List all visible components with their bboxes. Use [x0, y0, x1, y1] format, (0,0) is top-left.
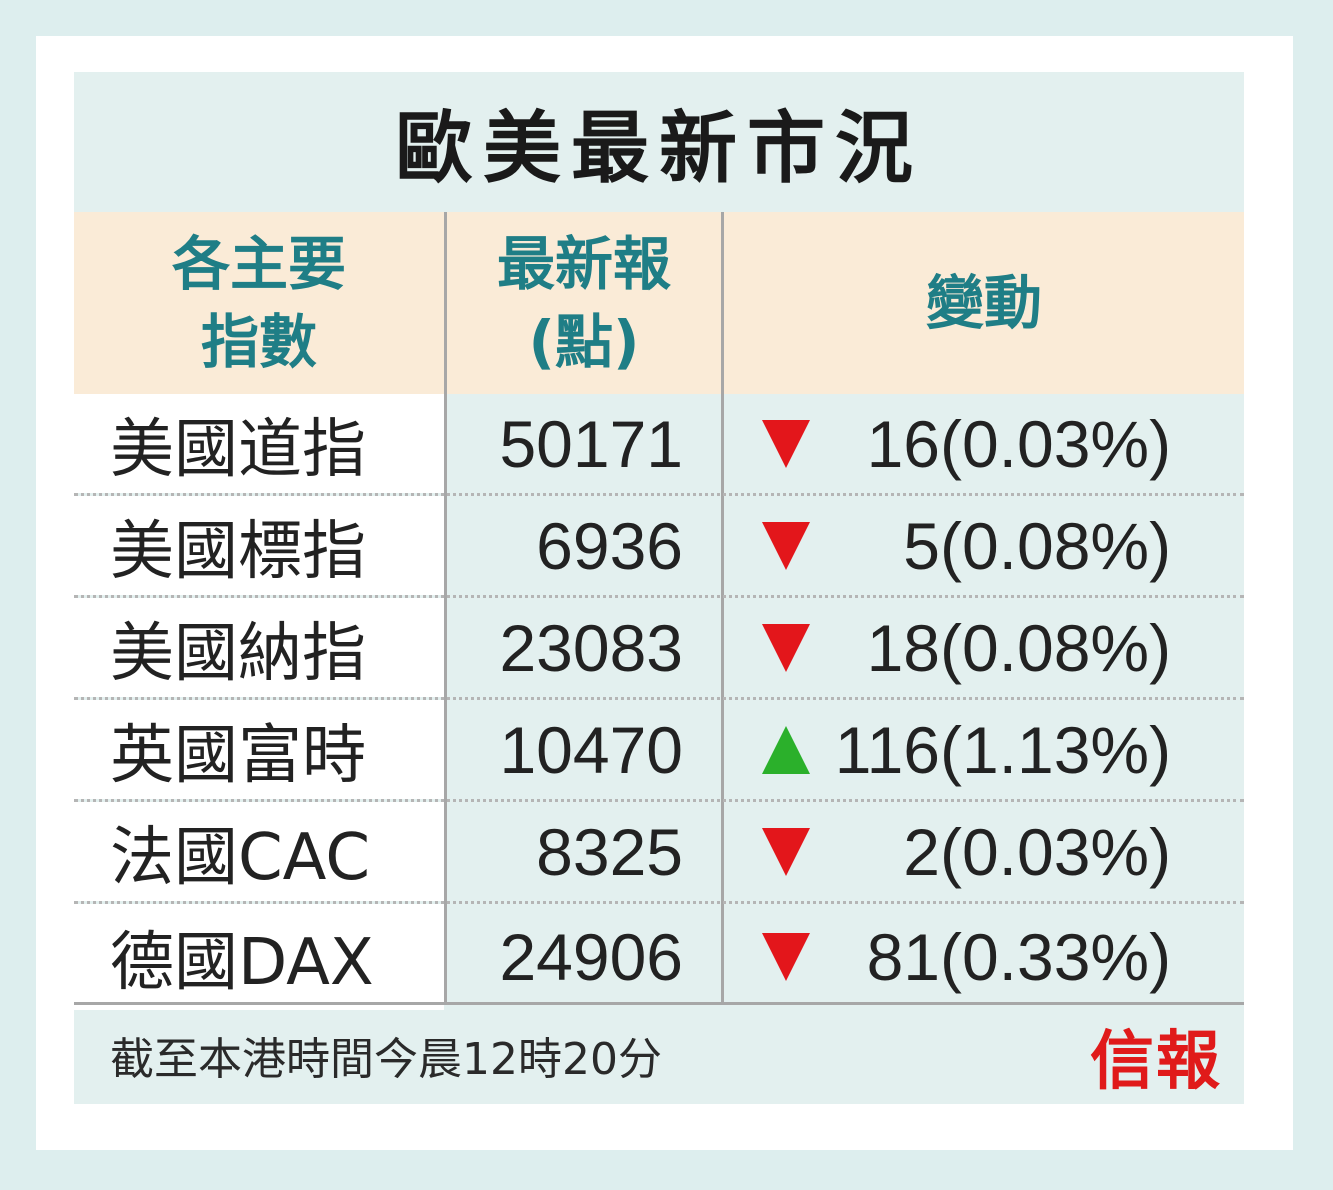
change-points: 18	[866, 610, 940, 685]
table-row: 法國CAC 8325 2 (0.03%)	[74, 802, 1244, 904]
table-header: 各主要 指數 最新報 (點) 變動	[74, 212, 1244, 394]
timestamp-note: 截至本港時間今晨12時20分	[110, 1034, 662, 1085]
header-index-line1: 各主要	[171, 230, 346, 298]
down-arrow-icon	[762, 827, 810, 876]
change-points: 81	[866, 920, 940, 994]
change-points: 2	[903, 814, 940, 889]
index-name: 美國道指	[74, 394, 444, 493]
table-row: 德國DAX 24906 81 (0.33%)	[74, 904, 1244, 1010]
down-arrow-icon	[762, 419, 810, 468]
index-name: 法國CAC	[74, 802, 444, 901]
index-value: 24906	[499, 920, 683, 994]
index-change: 81 (0.33%)	[724, 904, 1244, 1010]
table-row: 英國富時 10470 116 (1.13%)	[74, 700, 1244, 802]
table-row: 美國納指 23083 18 (0.08%)	[74, 598, 1244, 700]
header-index-line2: 指數	[200, 308, 317, 376]
change-percent: (0.03%)	[940, 814, 1172, 889]
index-change: 5 (0.08%)	[724, 496, 1244, 595]
index-name: 英國富時	[74, 700, 444, 799]
index-name: 美國標指	[74, 496, 444, 595]
index-value: 10470	[499, 712, 683, 787]
down-arrow-icon	[762, 623, 810, 672]
table-row: 美國道指 50171 16 (0.03%)	[74, 394, 1244, 496]
header-change: 變動	[724, 212, 1244, 394]
index-name: 美國納指	[74, 598, 444, 697]
header-latest: 最新報 (點)	[447, 212, 721, 394]
page-title: 歐美最新市況	[394, 104, 923, 194]
index-value: 23083	[499, 610, 683, 685]
index-change: 18 (0.08%)	[724, 598, 1244, 697]
change-percent: (0.08%)	[940, 610, 1172, 685]
header-latest-line1: 最新報	[496, 230, 671, 298]
column-divider	[721, 212, 724, 1002]
down-arrow-icon	[762, 521, 810, 570]
index-value: 50171	[499, 406, 683, 481]
index-change: 116 (1.13%)	[724, 700, 1244, 799]
footer-divider	[74, 1002, 1244, 1005]
index-name: 德國DAX	[74, 904, 444, 1010]
change-points: 16	[866, 406, 940, 481]
change-percent: (0.08%)	[940, 508, 1172, 583]
up-arrow-icon	[762, 725, 810, 774]
change-percent: (0.33%)	[940, 920, 1172, 994]
change-points: 5	[903, 508, 940, 583]
header-latest-line2: (點)	[528, 308, 640, 376]
table-body: 美國道指 50171 16 (0.03%) 美國標指 6936 5 (0.08%…	[74, 394, 1244, 1010]
header-index: 各主要 指數	[74, 212, 444, 394]
index-change: 2 (0.03%)	[724, 802, 1244, 901]
index-change: 16 (0.03%)	[724, 394, 1244, 493]
change-percent: (0.03%)	[940, 406, 1172, 481]
down-arrow-icon	[762, 933, 810, 981]
header-change-label: 變動	[925, 269, 1042, 337]
table-row: 美國標指 6936 5 (0.08%)	[74, 496, 1244, 598]
change-points: 116	[834, 712, 940, 787]
index-value: 6936	[536, 508, 683, 583]
column-divider	[444, 212, 447, 1002]
change-percent: (1.13%)	[940, 712, 1172, 787]
index-value: 8325	[536, 814, 683, 889]
hkej-logo: 信報	[1090, 1024, 1222, 1099]
market-card: 歐美最新市況 各主要 指數 最新報 (點) 變動 美國道指 50171 16 (…	[74, 72, 1244, 1104]
